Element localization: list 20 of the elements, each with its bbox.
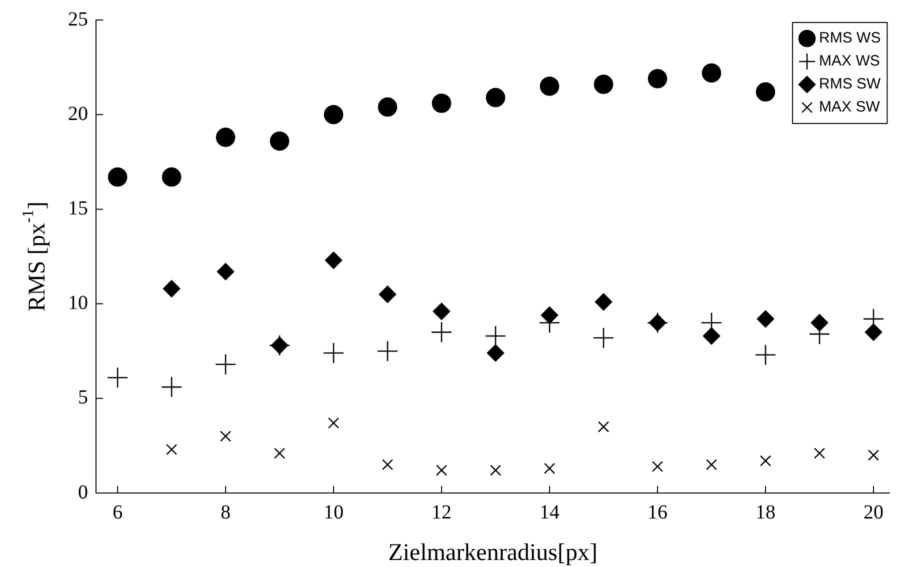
legend-label: MAX WS xyxy=(819,52,880,70)
x-tick-label: 12 xyxy=(432,501,452,524)
legend-label: RMS SW xyxy=(819,76,882,93)
legend-label: RMS WS xyxy=(819,30,881,47)
x-tick-label: 14 xyxy=(540,501,560,524)
y-tick-label: 0 xyxy=(78,481,88,504)
y-tick-label: 20 xyxy=(68,102,88,125)
x-axis-title: Zielmarkenradius[px] xyxy=(388,540,598,566)
x-tick-label: 6 xyxy=(112,501,123,524)
legend-label: MAX SW xyxy=(819,98,881,116)
x-tick-label: 10 xyxy=(324,501,344,524)
x-tick-label: 20 xyxy=(864,501,884,524)
y-tick-label: 10 xyxy=(68,292,88,314)
y-tick-label: 25 xyxy=(68,8,88,30)
x-tick-label: 18 xyxy=(756,501,776,524)
y-axis-title: RMS [px-1] xyxy=(20,201,50,312)
y-tick-label: 5 xyxy=(78,386,88,409)
x-tick-label: 16 xyxy=(648,501,668,524)
y-tick-label: 15 xyxy=(68,197,88,220)
x-tick-label: 8 xyxy=(220,501,231,524)
